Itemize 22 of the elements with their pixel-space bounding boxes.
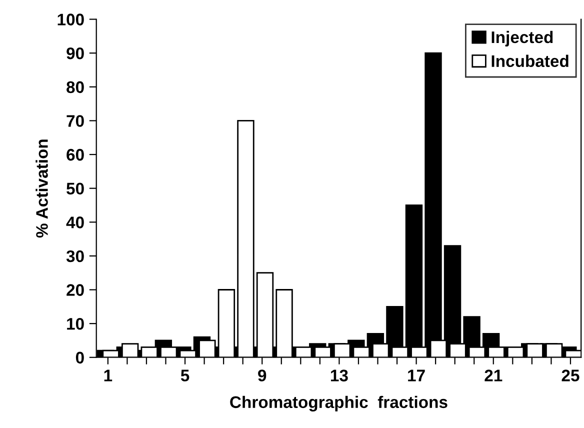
- x-tick-label: 13: [330, 370, 348, 382]
- y-tick-label: 40: [66, 216, 84, 228]
- y-tick-label: 30: [66, 250, 84, 262]
- x-axis-title: Chromatographic fractions: [230, 396, 448, 412]
- x-tick-label: 1: [104, 370, 112, 382]
- y-tick-label: 70: [66, 115, 84, 127]
- x-tick-label: 5: [180, 370, 190, 382]
- legend-label: Injected: [492, 30, 553, 46]
- y-tick-label: 10: [67, 318, 84, 330]
- y-axis-title: % Activation: [36, 140, 48, 238]
- y-tick-label: 60: [66, 148, 84, 161]
- y-tick-label: 20: [66, 284, 84, 296]
- x-tick-label: 17: [408, 370, 425, 382]
- y-tick-label: 80: [66, 81, 84, 94]
- y-tick-label: 0: [76, 352, 84, 364]
- y-tick-label: 90: [66, 47, 84, 60]
- y-tick-label: 100: [58, 14, 84, 26]
- legend-label: Incubated: [492, 54, 568, 68]
- y-tick-label: 50: [66, 182, 84, 195]
- x-tick-label: 9: [258, 370, 266, 382]
- x-tick-label: 21: [484, 370, 502, 382]
- x-tick-label: 25: [562, 370, 580, 382]
